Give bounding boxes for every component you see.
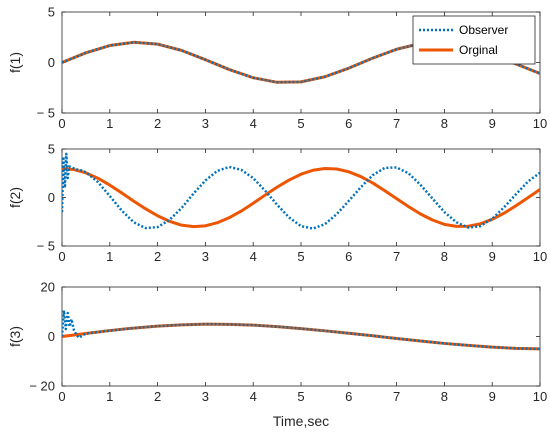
- y-tick-label: − 5: [37, 106, 55, 121]
- x-tick-label: 10: [533, 249, 547, 264]
- x-tick-label: 9: [489, 389, 496, 404]
- series-observer-line: [62, 152, 540, 230]
- y-tick-label: − 20: [29, 379, 55, 394]
- y-tick-label: 20: [41, 280, 55, 295]
- legend-entry-label: Orginal: [459, 43, 498, 57]
- y-tick-label: − 5: [37, 239, 55, 254]
- x-tick-label: 10: [533, 389, 547, 404]
- x-tick-label: 7: [393, 116, 400, 131]
- x-tick-label: 2: [154, 389, 161, 404]
- x-tick-label: 8: [441, 389, 448, 404]
- axes-frame: [61, 148, 541, 247]
- x-tick-label: 6: [345, 116, 352, 131]
- x-tick-label: 8: [441, 116, 448, 131]
- x-tick-label: 0: [58, 116, 65, 131]
- series-observer-line: [62, 309, 540, 351]
- y-tick-label: 5: [48, 142, 55, 157]
- x-tick-label: 3: [202, 116, 209, 131]
- x-tick-label: 4: [250, 389, 257, 404]
- x-tick-label: 6: [345, 249, 352, 264]
- x-tick-label: 6: [345, 389, 352, 404]
- y-tick-label: 0: [48, 329, 55, 344]
- x-tick-label: 0: [58, 389, 65, 404]
- y-tick-label: 0: [48, 190, 55, 205]
- series-original-line: [62, 322, 540, 351]
- x-tick-label: 9: [489, 249, 496, 264]
- x-tick-label: 2: [154, 116, 161, 131]
- x-axis-label: Time,sec: [273, 413, 329, 429]
- y-axis-label: f(1): [7, 52, 23, 73]
- legend-entry-label: Observer: [459, 23, 508, 37]
- x-tick-label: 5: [297, 116, 304, 131]
- x-tick-label: 4: [250, 249, 257, 264]
- x-tick-label: 8: [441, 249, 448, 264]
- series-original-line: [62, 166, 540, 229]
- x-tick-label: 0: [58, 249, 65, 264]
- y-axis-label: f(2): [7, 187, 23, 208]
- x-tick-label: 10: [533, 116, 547, 131]
- x-tick-label: 7: [393, 249, 400, 264]
- y-tick-label: 5: [48, 5, 55, 20]
- series-observer-line: [62, 41, 540, 84]
- axes-frame: [61, 286, 541, 387]
- x-tick-label: 3: [202, 389, 209, 404]
- x-tick-label: 1: [106, 249, 113, 264]
- legend: Observer Orginal: [412, 15, 536, 65]
- x-tick-label: 9: [489, 116, 496, 131]
- x-tick-label: 5: [297, 249, 304, 264]
- x-tick-label: 5: [297, 389, 304, 404]
- x-tick-label: 4: [250, 116, 257, 131]
- x-tick-label: 1: [106, 389, 113, 404]
- x-tick-label: 1: [106, 116, 113, 131]
- x-tick-label: 3: [202, 249, 209, 264]
- y-tick-label: 0: [48, 55, 55, 70]
- legend-box: [412, 15, 536, 65]
- x-tick-label: 7: [393, 389, 400, 404]
- y-axis-label: f(3): [7, 326, 23, 347]
- x-tick-label: 2: [154, 249, 161, 264]
